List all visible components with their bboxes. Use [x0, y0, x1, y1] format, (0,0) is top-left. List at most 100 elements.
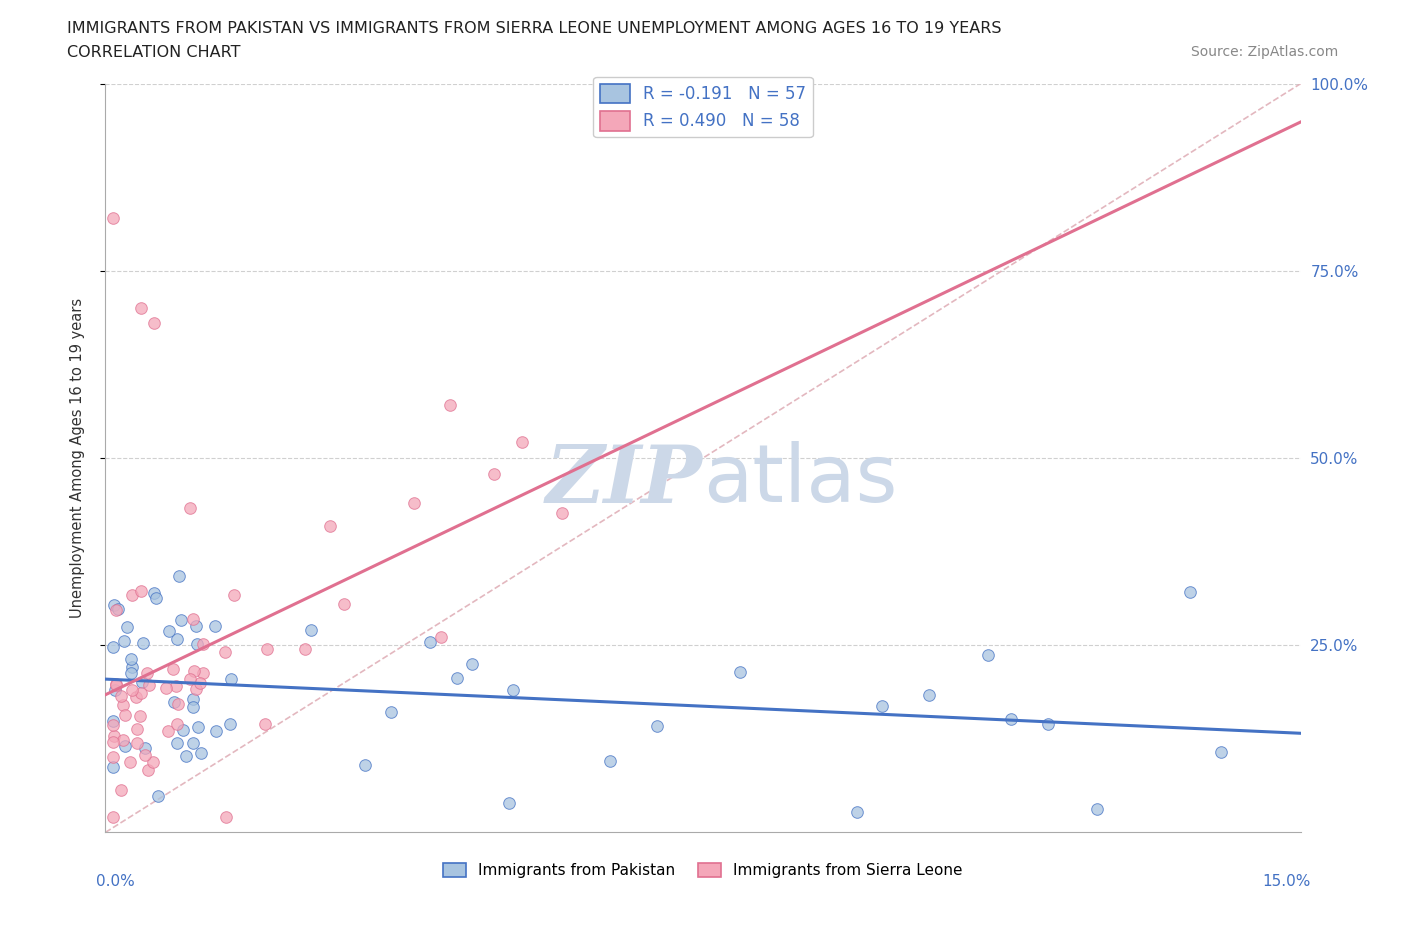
Point: [204, 724, 226, 738]
Point: [1036, 716, 1059, 731]
Point: [214, 810, 236, 825]
Point: [918, 687, 941, 702]
Point: [121, 588, 143, 603]
Point: [599, 753, 621, 768]
Point: [510, 434, 533, 449]
Point: [112, 633, 135, 648]
Point: [103, 760, 125, 775]
Text: IMMIGRANTS FROM PAKISTAN VS IMMIGRANTS FROM SIERRA LEONE UNEMPLOYMENT AMONG AGES: IMMIGRANTS FROM PAKISTAN VS IMMIGRANTS F…: [67, 21, 1002, 36]
Point: [104, 683, 127, 698]
Point: [224, 587, 246, 602]
Point: [103, 735, 125, 750]
Point: [190, 746, 212, 761]
Point: [191, 666, 214, 681]
Point: [110, 782, 132, 797]
Point: [219, 671, 242, 686]
Point: [170, 613, 193, 628]
Point: [134, 740, 156, 755]
Point: [103, 718, 125, 733]
Point: [155, 681, 177, 696]
Point: [419, 635, 441, 650]
Point: [129, 583, 152, 598]
Point: [156, 724, 179, 738]
Point: [498, 796, 520, 811]
Point: [166, 736, 188, 751]
Point: [136, 762, 159, 777]
Point: [179, 500, 201, 515]
Point: [333, 596, 356, 611]
Point: [253, 717, 276, 732]
Point: [111, 732, 134, 747]
Point: [145, 591, 167, 605]
Point: [167, 569, 190, 584]
Point: [104, 603, 127, 618]
Point: [647, 718, 669, 733]
Point: [446, 671, 468, 685]
Point: [187, 720, 209, 735]
Point: [181, 700, 204, 715]
Point: [165, 678, 187, 693]
Point: [129, 685, 152, 700]
Text: CORRELATION CHART: CORRELATION CHART: [67, 45, 240, 60]
Point: [103, 714, 125, 729]
Point: [166, 631, 188, 646]
Point: [125, 722, 148, 737]
Point: [551, 505, 574, 520]
Point: [174, 748, 197, 763]
Y-axis label: Unemployment Among Ages 16 to 19 years: Unemployment Among Ages 16 to 19 years: [70, 298, 84, 618]
Point: [1000, 711, 1022, 726]
Point: [131, 674, 153, 689]
Point: [188, 676, 211, 691]
Point: [107, 602, 129, 617]
Legend: Immigrants from Pakistan, Immigrants from Sierra Leone: Immigrants from Pakistan, Immigrants fro…: [437, 857, 969, 884]
Point: [219, 716, 242, 731]
Point: [1087, 802, 1109, 817]
Point: [439, 397, 461, 412]
Point: [111, 698, 134, 712]
Point: [115, 620, 138, 635]
Point: [105, 676, 128, 691]
Point: [184, 618, 207, 633]
Point: [125, 689, 148, 704]
Point: [162, 695, 184, 710]
Point: [131, 301, 153, 316]
Point: [429, 630, 451, 644]
Point: [103, 810, 125, 825]
Point: [103, 728, 125, 743]
Point: [191, 637, 214, 652]
Point: [870, 698, 893, 713]
Text: ZIP: ZIP: [546, 442, 703, 519]
Point: [167, 698, 190, 712]
Point: [299, 622, 322, 637]
Point: [294, 642, 316, 657]
Point: [143, 585, 166, 600]
Text: 15.0%: 15.0%: [1263, 874, 1310, 889]
Point: [214, 645, 236, 660]
Point: [103, 750, 125, 764]
Point: [120, 666, 142, 681]
Point: [132, 635, 155, 650]
Point: [110, 689, 132, 704]
Point: [319, 519, 342, 534]
Point: [136, 666, 159, 681]
Point: [121, 683, 143, 698]
Point: [142, 316, 165, 331]
Point: [103, 597, 125, 612]
Point: [402, 496, 425, 511]
Point: [103, 211, 125, 226]
Point: [353, 758, 375, 773]
Point: [142, 754, 165, 769]
Point: [186, 637, 208, 652]
Point: [502, 683, 524, 698]
Text: atlas: atlas: [703, 442, 897, 520]
Point: [1178, 585, 1201, 600]
Point: [162, 661, 184, 676]
Point: [172, 723, 194, 737]
Point: [461, 657, 484, 671]
Point: [103, 640, 125, 655]
Point: [120, 652, 142, 667]
Point: [105, 677, 128, 692]
Point: [129, 709, 152, 724]
Point: [204, 618, 226, 633]
Point: [157, 623, 180, 638]
